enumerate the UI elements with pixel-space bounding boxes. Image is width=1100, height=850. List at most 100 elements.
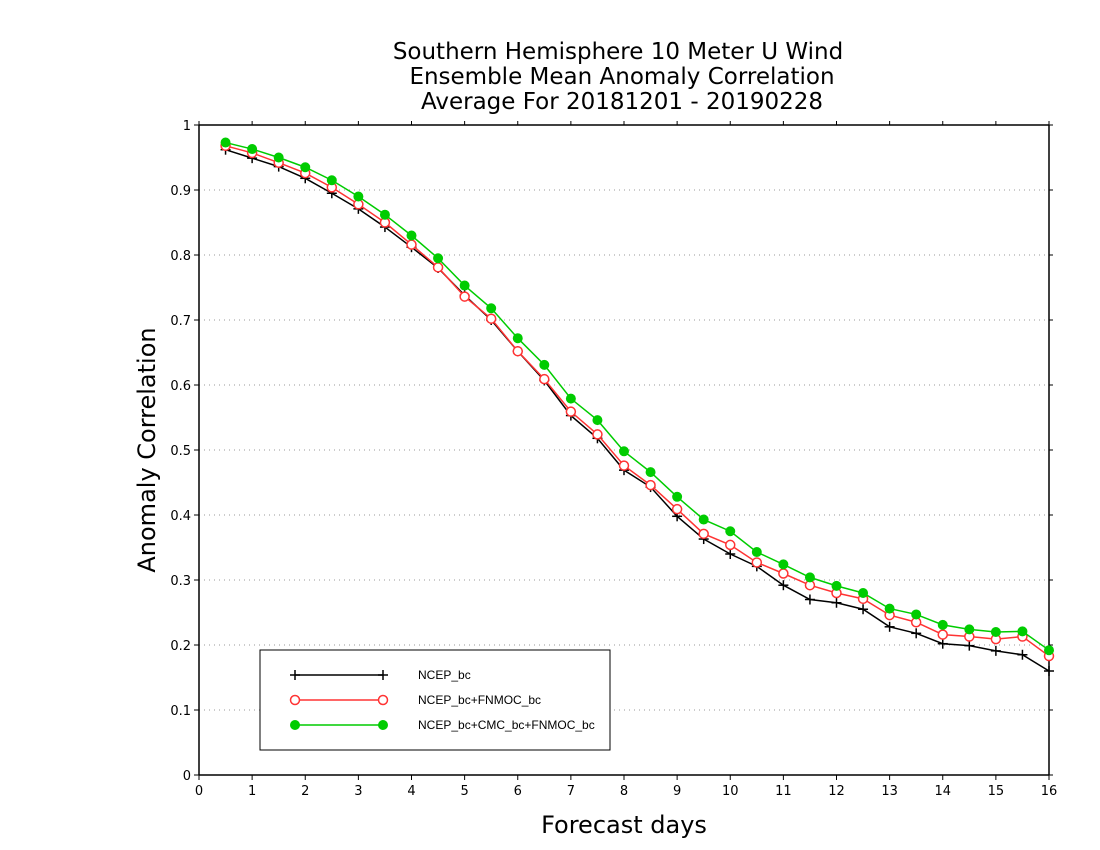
title-line-3: Average For 20181201 - 20190228 [421, 89, 823, 115]
data-point [645, 467, 656, 478]
data-point [964, 640, 975, 651]
data-point [858, 604, 869, 615]
data-point [698, 514, 709, 525]
data-point [831, 580, 842, 591]
data-point [937, 638, 948, 649]
data-point [592, 415, 603, 426]
data-point [858, 588, 869, 598]
data-point [884, 603, 895, 614]
y-tick-label: 0 [183, 769, 191, 784]
data-point [671, 503, 683, 515]
data-point [937, 629, 948, 640]
data-point [459, 291, 470, 302]
data-point [1017, 649, 1028, 660]
legend-entry: NCEP_bc+CMC_bc+FNMOC_bc [290, 718, 595, 732]
data-point [512, 333, 523, 344]
legend-marker [289, 694, 301, 706]
y-tick-label: 1 [183, 119, 191, 134]
data-point [778, 568, 789, 579]
data-point [539, 373, 550, 385]
x-tick-label: 11 [775, 784, 792, 799]
data-point [1017, 626, 1028, 637]
data-point [831, 597, 842, 608]
data-point [804, 594, 815, 605]
data-point [672, 491, 683, 502]
x-tick-labels: 0 1 2 3 4 5 6 7 8 9 10 11 12 13 14 15 16 [195, 784, 1057, 799]
data-point [725, 539, 736, 551]
data-point [592, 429, 603, 440]
data-point [512, 345, 523, 357]
data-point [990, 627, 1001, 637]
x-tick-label: 9 [673, 784, 681, 799]
data-point [565, 406, 577, 417]
data-point [326, 175, 337, 186]
x-tick-label: 2 [301, 784, 309, 799]
x-tick-label: 10 [722, 784, 739, 799]
data-point [459, 280, 470, 291]
legend-entry: NCEP_bc [290, 668, 471, 682]
legend-marker [290, 670, 300, 680]
data-point [778, 559, 789, 570]
legend-marker [378, 720, 388, 730]
x-tick-label: 3 [354, 784, 362, 799]
x-tick-label: 4 [407, 784, 415, 799]
data-point [618, 460, 630, 471]
data-point [804, 572, 815, 583]
data-point [990, 645, 1001, 656]
legend-label: NCEP_bc+CMC_bc+FNMOC_bc [418, 718, 595, 732]
data-point [698, 528, 709, 540]
y-tick-label: 0.9 [170, 184, 191, 199]
data-point [1044, 645, 1054, 656]
data-point [619, 446, 629, 457]
legend: NCEP_bc NCEP_bc+FNMOC_bc NCEP_bc+CMC_bc+FN… [259, 649, 611, 751]
x-tick-label: 16 [1041, 784, 1058, 799]
data-point [353, 191, 364, 202]
data-point [433, 253, 444, 264]
x-tick-label: 7 [567, 784, 575, 799]
data-point [432, 262, 444, 273]
y-tick-label: 0.6 [170, 379, 191, 394]
series-line [225, 148, 1050, 672]
legend-marker [378, 670, 388, 680]
legend-marker [290, 720, 300, 730]
data-point [406, 230, 417, 241]
legend-label: NCEP_bc+FNMOC_bc [418, 693, 541, 707]
data-point [751, 557, 763, 568]
data-point [751, 547, 762, 558]
series-ncep-bc-cmc-bc-fnmoc-bc [220, 137, 1054, 656]
x-tick-label: 12 [828, 784, 845, 799]
y-tick-label: 0.7 [170, 314, 191, 329]
y-tick-labels: 0 0.1 0.2 0.3 0.4 0.5 0.6 0.7 0.8 0.9 1 [170, 119, 191, 784]
y-tick-label: 0.4 [170, 509, 191, 524]
data-series [220, 137, 1055, 676]
data-point [379, 209, 390, 220]
y-tick-label: 0.5 [170, 444, 191, 459]
data-point [937, 619, 948, 630]
y-tick-label: 0.3 [170, 574, 191, 589]
x-tick-label: 8 [620, 784, 628, 799]
data-point [247, 144, 258, 155]
data-point [220, 137, 231, 148]
x-tick-label: 14 [934, 784, 951, 799]
data-point [486, 303, 497, 314]
data-point [725, 526, 736, 537]
x-tick-label: 13 [881, 784, 898, 799]
data-point [964, 624, 975, 635]
x-tick-label: 6 [514, 784, 522, 799]
data-point [539, 359, 550, 370]
x-axis-title: Forecast days [541, 811, 707, 839]
x-tick-label: 0 [195, 784, 203, 799]
legend-entry: NCEP_bc+FNMOC_bc [289, 693, 541, 707]
data-point [645, 479, 656, 491]
title-line-2: Ensemble Mean Anomaly Correlation [409, 64, 834, 90]
data-point [300, 162, 311, 173]
legend-marker [377, 694, 389, 706]
data-point [911, 609, 922, 620]
chart-title: Southern Hemisphere 10 Meter U Wind Ense… [393, 39, 843, 115]
y-tick-label: 0.2 [170, 639, 191, 654]
legend-label: NCEP_bc [418, 668, 471, 682]
y-axis-title: Anomaly Correlation [133, 327, 161, 572]
x-tick-label: 15 [988, 784, 1005, 799]
data-point [273, 152, 284, 163]
